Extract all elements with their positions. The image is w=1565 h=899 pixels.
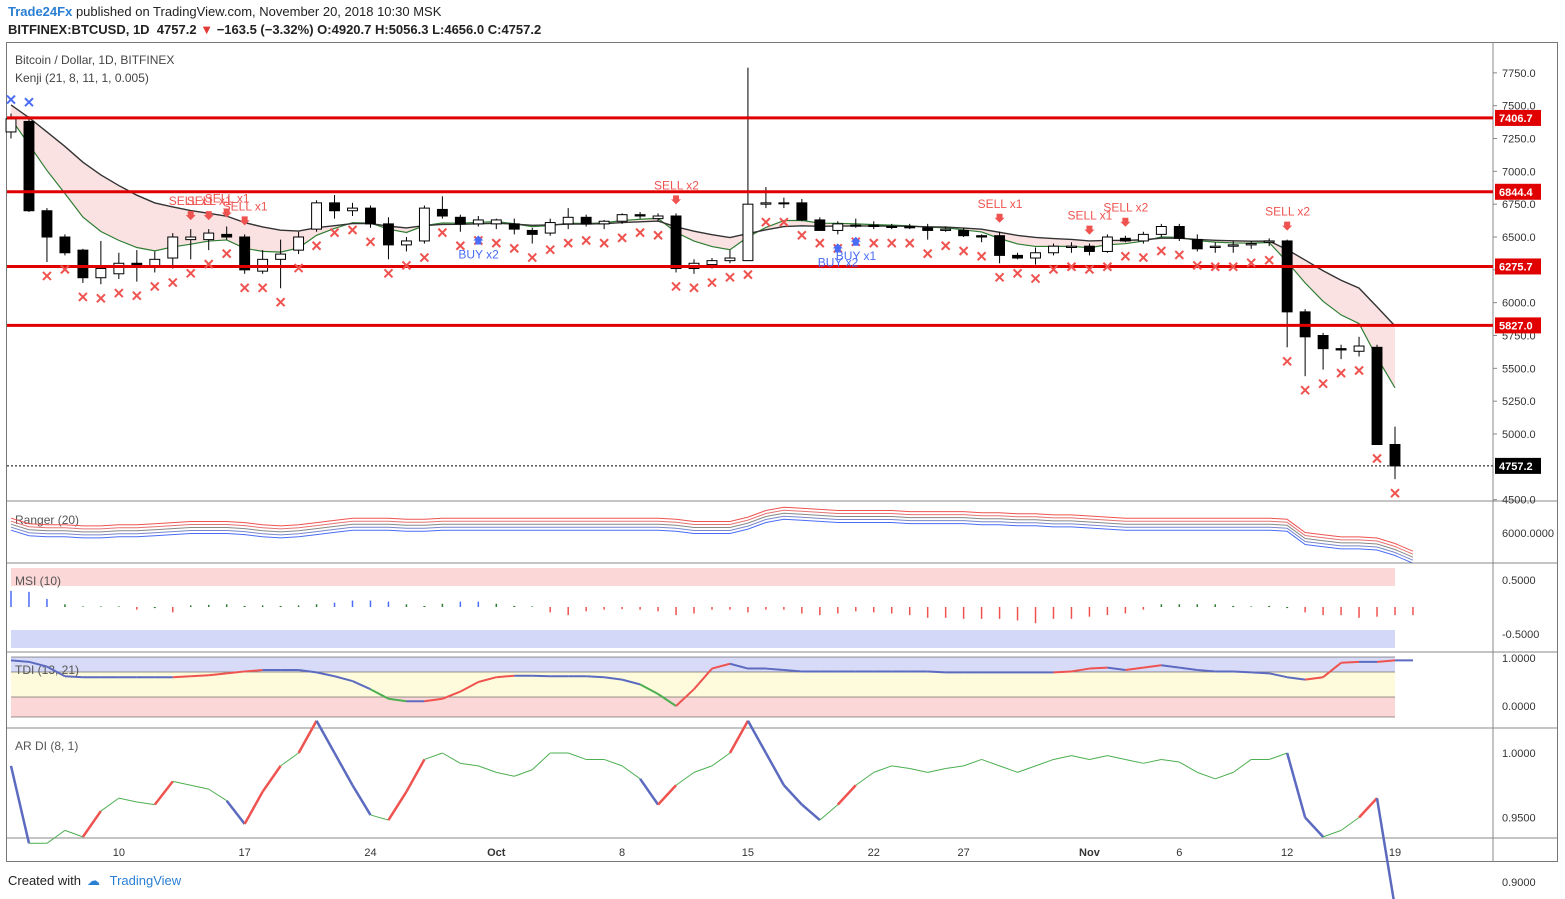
symbol-label: BITFINEX:BTCUSD, 1D — [8, 22, 150, 37]
publish-info: published on TradingView.com, November 2… — [75, 4, 442, 19]
tradingview-logo-icon[interactable]: ☁ — [86, 873, 100, 888]
price-change: −163.5 (−3.32%) — [216, 22, 314, 37]
footer-created-with: Created with — [8, 873, 81, 888]
ohlc-values: O:4920.7 H:5056.3 L:4656.0 C:4757.2 — [317, 22, 542, 37]
last-price: 4757.2 — [156, 22, 197, 37]
chart-area[interactable] — [6, 42, 1558, 862]
publish-line: Trade24Fx published on TradingView.com, … — [8, 4, 441, 19]
symbol-line: BITFINEX:BTCUSD, 1D 4757.2 ▼ −163.5 (−3.… — [8, 22, 541, 37]
footer-tradingview-link[interactable]: TradingView — [109, 873, 182, 888]
down-arrow-icon: ▼ — [200, 22, 214, 37]
ardi-tick-label: 0.9000 — [1502, 877, 1536, 889]
brand-name[interactable]: Trade24Fx — [8, 4, 73, 19]
footer: Created with ☁ TradingView — [8, 873, 181, 889]
